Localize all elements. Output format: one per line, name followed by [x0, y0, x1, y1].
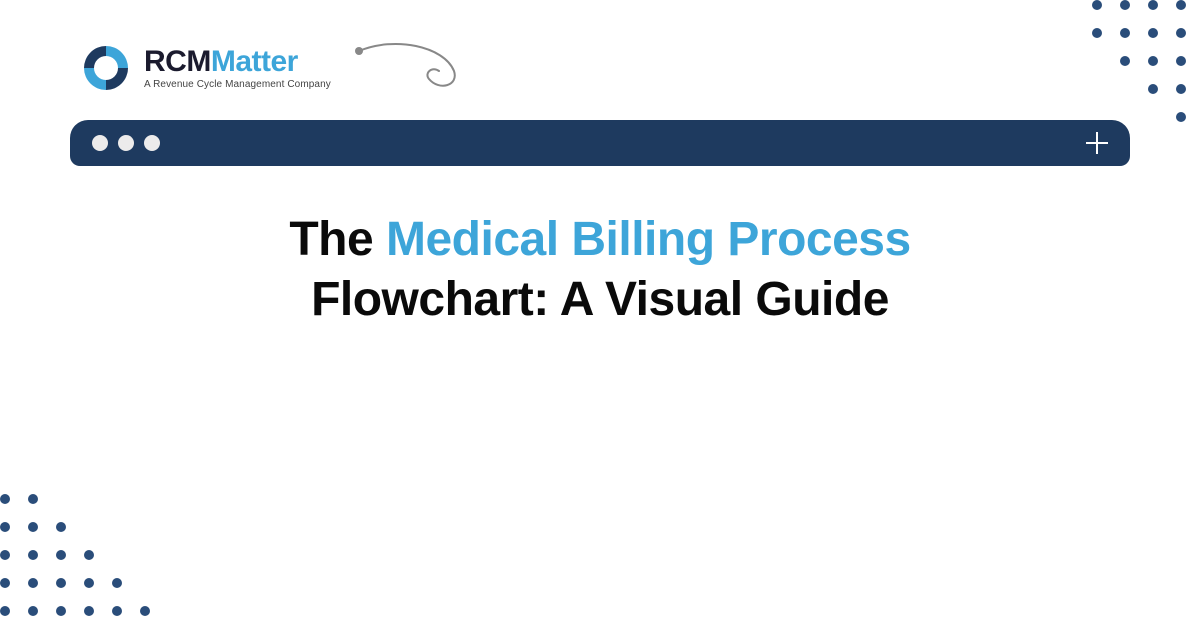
traffic-dot	[118, 135, 134, 151]
dot-pattern-top-right	[1092, 0, 1200, 206]
traffic-dot	[144, 135, 160, 151]
decorative-dot	[0, 522, 10, 532]
window-controls	[92, 135, 160, 151]
decorative-dot	[56, 578, 66, 588]
decorative-dot	[1176, 84, 1186, 94]
decorative-dot	[28, 606, 38, 616]
decorative-dot	[1148, 56, 1158, 66]
decorative-dot	[84, 606, 94, 616]
logo-secondary: Matter	[211, 45, 298, 78]
decorative-dot	[28, 550, 38, 560]
decorative-dot	[84, 550, 94, 560]
logo-mark-icon	[80, 42, 132, 94]
decorative-dot	[0, 494, 10, 504]
headline-part2: Flowchart: A Visual Guide	[311, 273, 889, 326]
headline: The Medical Billing Process Flowchart: A…	[0, 210, 1200, 330]
decorative-dot	[112, 578, 122, 588]
decorative-dot	[28, 578, 38, 588]
decorative-dot	[1176, 56, 1186, 66]
decorative-dot	[56, 550, 66, 560]
traffic-dot	[92, 135, 108, 151]
decorative-dot	[0, 550, 10, 560]
decorative-dot	[1176, 112, 1186, 122]
decorative-dot	[1148, 84, 1158, 94]
decorative-dot	[1092, 0, 1102, 10]
headline-accent: Medical Billing Process	[386, 213, 911, 266]
decorative-dot	[140, 606, 150, 616]
logo: RCMMatter A Revenue Cycle Management Com…	[80, 42, 331, 94]
logo-tagline: A Revenue Cycle Management Company	[144, 79, 331, 90]
decorative-dot	[1148, 0, 1158, 10]
decorative-dot	[1148, 28, 1158, 38]
headline-part1: The	[289, 213, 386, 266]
decorative-dot	[28, 522, 38, 532]
decorative-dot	[1120, 28, 1130, 38]
decorative-dot	[1176, 28, 1186, 38]
decorative-dot	[1120, 56, 1130, 66]
decorative-dot	[56, 606, 66, 616]
decorative-dot	[28, 494, 38, 504]
dot-pattern-bottom-left	[0, 494, 178, 630]
decorative-dot	[56, 522, 66, 532]
decorative-dot	[0, 578, 10, 588]
decorative-dot	[1092, 28, 1102, 38]
plus-icon	[1086, 132, 1108, 154]
decorative-dot	[112, 606, 122, 616]
browser-bar	[70, 120, 1130, 166]
logo-text: RCMMatter A Revenue Cycle Management Com…	[144, 47, 331, 90]
decorative-dot	[1120, 0, 1130, 10]
logo-primary: RCM	[144, 45, 211, 78]
decorative-dot	[0, 606, 10, 616]
decorative-dot	[1176, 0, 1186, 10]
stethoscope-icon	[354, 41, 484, 91]
decorative-dot	[84, 578, 94, 588]
